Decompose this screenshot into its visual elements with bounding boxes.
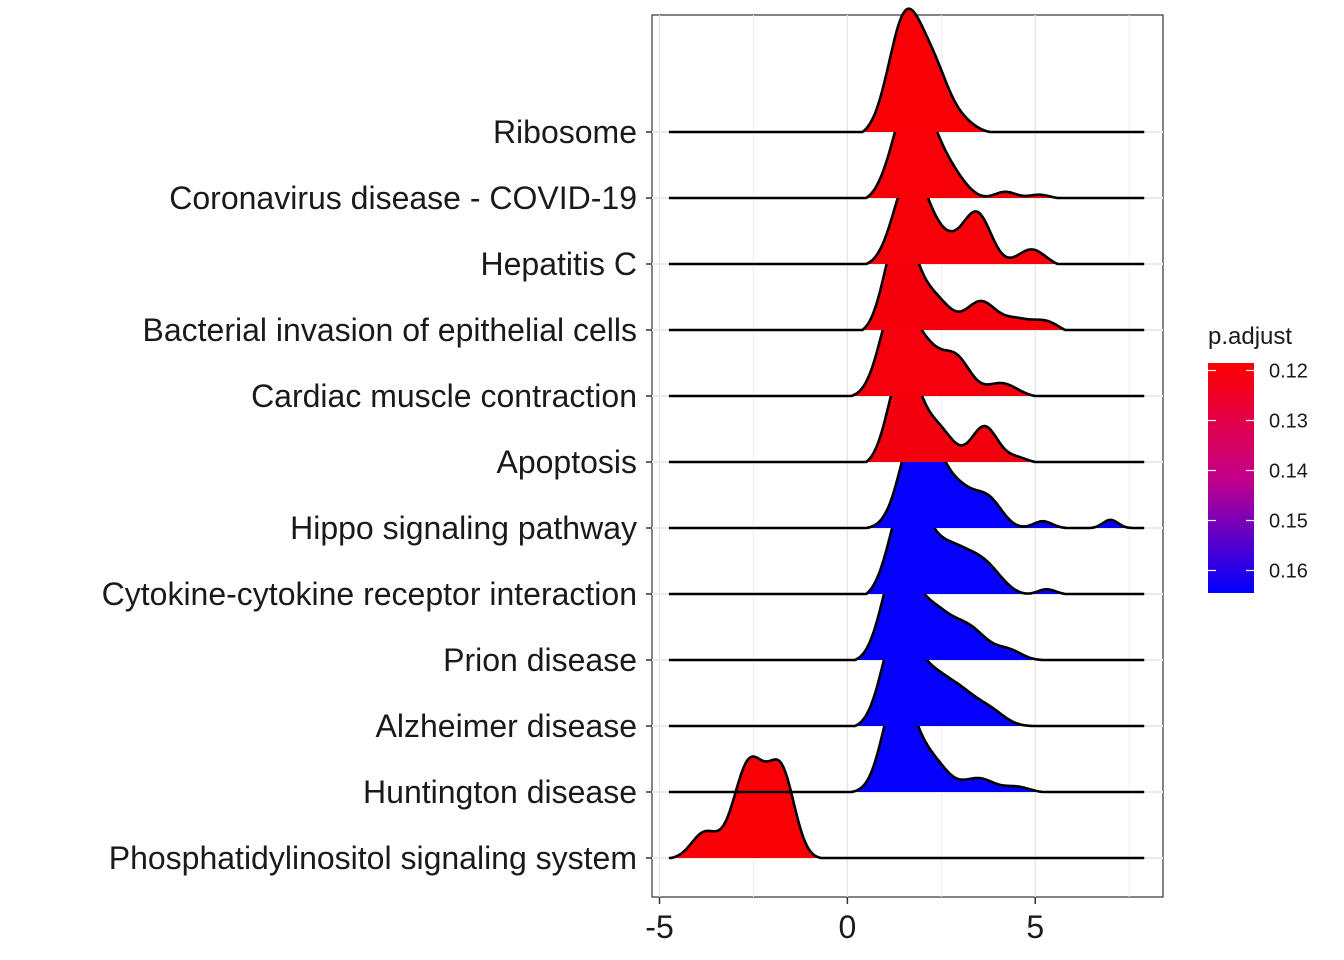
y-tick-label: Cardiac muscle contraction	[251, 378, 637, 414]
ridges	[668, 7, 1145, 860]
y-tick-label: Hippo signaling pathway	[290, 510, 637, 546]
legend-tick-label: 0.15	[1269, 511, 1308, 533]
y-tick-label: Cytokine-cytokine receptor interaction	[102, 576, 637, 612]
legend-tick-label: 0.13	[1269, 411, 1308, 433]
legend-tick-label: 0.12	[1269, 361, 1308, 383]
ridge-phosphatidylinositol-signaling-system	[668, 755, 1145, 860]
ridge-fill	[862, 8, 991, 133]
y-tick-label: Bacterial invasion of epithelial cells	[143, 312, 637, 348]
ridge-fill	[670, 756, 822, 858]
y-tick-label: Coronavirus disease - COVID-19	[169, 180, 637, 216]
y-axis-labels: Ribosome Coronavirus disease - COVID-19 He…	[102, 114, 652, 876]
ridge-outline	[668, 755, 1145, 860]
x-tick-label: 5	[1026, 909, 1044, 945]
ridge-outline	[668, 685, 1145, 794]
y-tick-label: Hepatitis C	[481, 246, 638, 282]
x-axis: -5 0 5	[645, 897, 1044, 945]
ridge-outline	[668, 293, 1145, 398]
x-tick-label: 0	[838, 909, 856, 945]
x-tick-label: -5	[645, 909, 673, 945]
y-tick-label: Ribosome	[493, 114, 637, 150]
legend-tick-label: 0.14	[1269, 461, 1308, 483]
ridge-ribosome	[668, 7, 1145, 134]
legend-ticks: 0.12 0.13 0.14 0.15 0.16	[1208, 361, 1308, 583]
legend-colorbar	[1208, 363, 1254, 593]
legend-tick-label: 0.16	[1269, 561, 1308, 583]
ridge-outline	[668, 7, 1145, 134]
ridge-outline	[668, 169, 1145, 266]
y-tick-label: Apoptosis	[496, 444, 637, 480]
legend-title: p.adjust	[1208, 323, 1292, 350]
y-tick-label: Phosphatidylinositol signaling system	[109, 840, 637, 876]
y-tick-label: Alzheimer disease	[376, 708, 637, 744]
legend: p.adjust 0.12 0.13 0.14 0.15 0.16	[1208, 323, 1308, 593]
y-tick-label: Huntington disease	[363, 774, 637, 810]
y-tick-label: Prion disease	[443, 642, 637, 678]
